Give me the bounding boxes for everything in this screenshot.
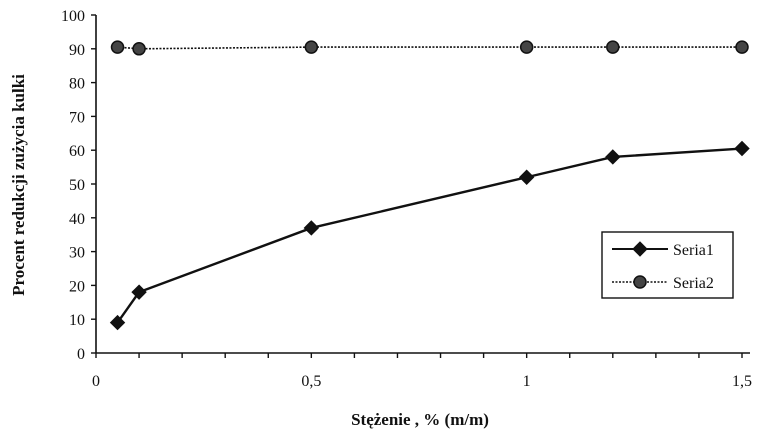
y-tick-label: 30 xyxy=(69,245,85,262)
y-tick-label: 70 xyxy=(69,109,85,126)
legend: Seria1 Seria2 xyxy=(601,231,734,299)
y-tick-label: 40 xyxy=(69,211,85,228)
diamond-point xyxy=(303,220,320,236)
legend-label: Seria1 xyxy=(673,242,714,259)
series-layer xyxy=(109,40,750,331)
y-tick-label: 90 xyxy=(69,42,85,59)
x-tick-label: 1 xyxy=(523,373,531,390)
circle-point xyxy=(606,40,620,54)
y-tick-label: 60 xyxy=(69,143,85,160)
x-axis: 0 0,5 1 1,5 xyxy=(92,352,752,390)
x-tick-label: 0,5 xyxy=(301,373,321,390)
y-tick-label: 80 xyxy=(69,76,85,93)
diamond-point xyxy=(109,314,126,331)
series-seria1 xyxy=(109,140,750,331)
diamond-point xyxy=(131,284,147,300)
x-axis-title: Stężenie , % (m/m) xyxy=(351,410,489,429)
circle-point xyxy=(735,40,749,54)
diamond-point xyxy=(518,169,535,185)
circle-point xyxy=(132,42,146,56)
y-tick-label: 10 xyxy=(69,312,85,329)
y-axis-title: Procent redukcji zużycia kulki xyxy=(9,74,28,296)
diamond-point xyxy=(605,149,621,165)
diamond-point xyxy=(734,140,750,157)
legend-marker xyxy=(633,275,647,289)
x-tick-label: 0 xyxy=(92,373,100,390)
legend-box xyxy=(601,231,734,299)
y-tick-label: 20 xyxy=(69,278,85,295)
series-line xyxy=(116,147,743,324)
legend-marker xyxy=(632,241,648,257)
series-line xyxy=(117,46,742,50)
y-tick-label: 50 xyxy=(69,177,85,194)
series-seria2 xyxy=(110,40,749,56)
circle-point xyxy=(519,40,534,54)
circle-point xyxy=(304,40,319,54)
y-axis: 0 10 20 30 40 50 60 70 80 90 100 xyxy=(61,8,97,363)
circle-point xyxy=(110,40,125,54)
legend-label: Seria2 xyxy=(673,275,714,292)
y-tick-label: 100 xyxy=(61,8,85,25)
y-tick-label: 0 xyxy=(77,346,85,363)
x-tick-label: 1,5 xyxy=(732,373,752,390)
